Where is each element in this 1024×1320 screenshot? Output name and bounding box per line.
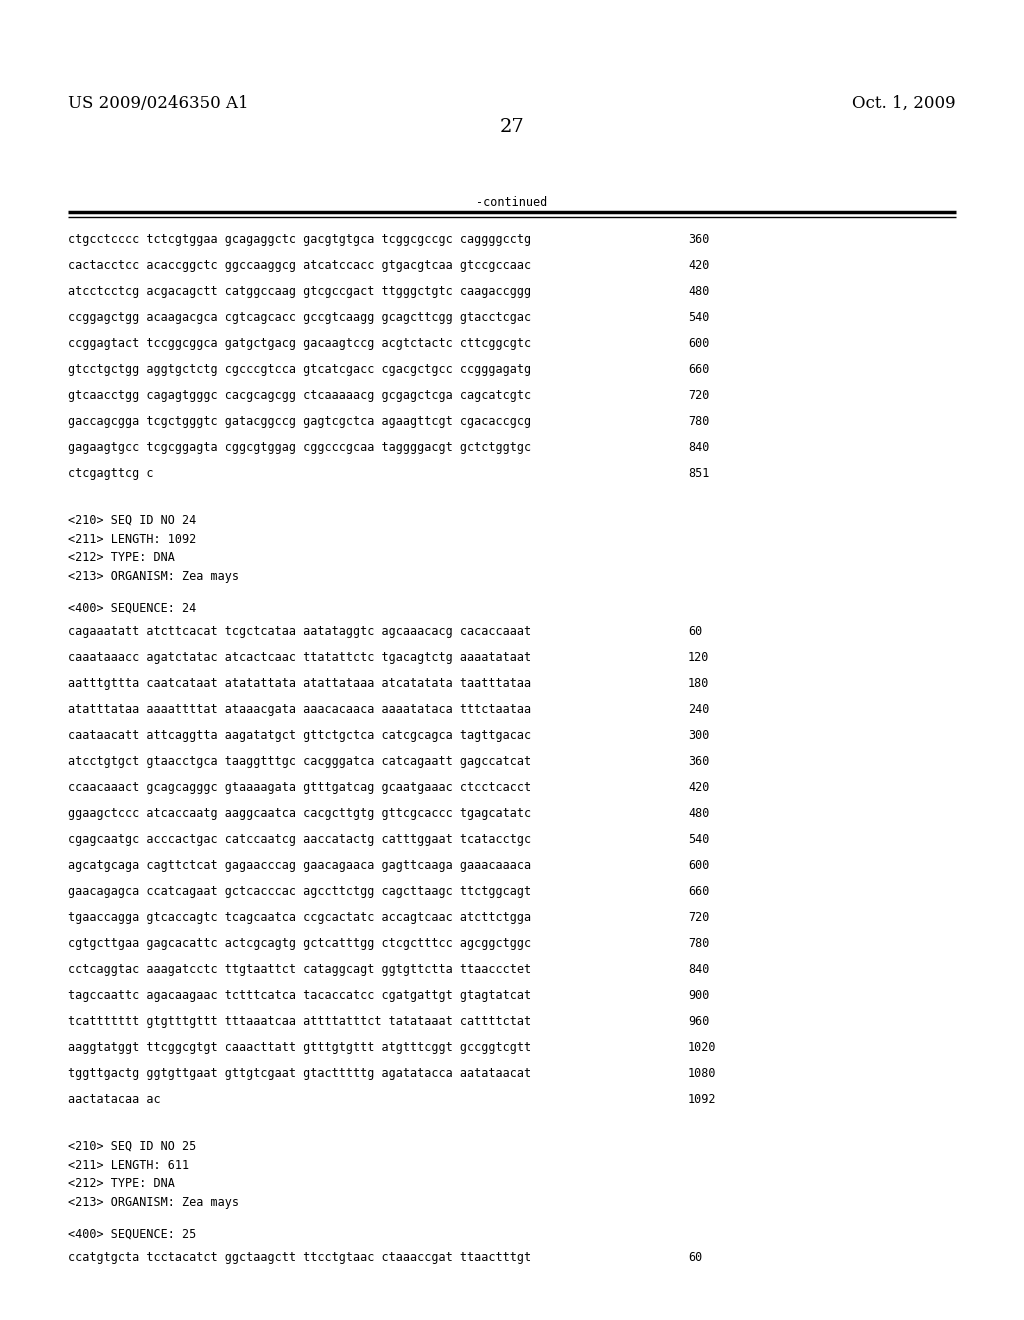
Text: caaataaacc agatctatac atcactcaac ttatattctc tgacagtctg aaaatataat: caaataaacc agatctatac atcactcaac ttatatt… xyxy=(68,651,531,664)
Text: 660: 660 xyxy=(688,886,710,898)
Text: 1020: 1020 xyxy=(688,1041,717,1055)
Text: aactatacaa ac: aactatacaa ac xyxy=(68,1093,161,1106)
Text: <211> LENGTH: 1092: <211> LENGTH: 1092 xyxy=(68,532,197,545)
Text: cagaaatatt atcttcacat tcgctcataa aatataggtc agcaaacacg cacaccaaat: cagaaatatt atcttcacat tcgctcataa aatatag… xyxy=(68,626,531,638)
Text: tagccaattc agacaagaac tctttcatca tacaccatcc cgatgattgt gtagtatcat: tagccaattc agacaagaac tctttcatca tacacca… xyxy=(68,989,531,1002)
Text: gaacagagca ccatcagaat gctcacccac agccttctgg cagcttaagc ttctggcagt: gaacagagca ccatcagaat gctcacccac agccttc… xyxy=(68,886,531,898)
Text: atcctcctcg acgacagctt catggccaag gtcgccgact ttgggctgtc caagaccggg: atcctcctcg acgacagctt catggccaag gtcgccg… xyxy=(68,285,531,298)
Text: aaggtatggt ttcggcgtgt caaacttatt gtttgtgttt atgtttcggt gccggtcgtt: aaggtatggt ttcggcgtgt caaacttatt gtttgtg… xyxy=(68,1041,531,1055)
Text: <212> TYPE: DNA: <212> TYPE: DNA xyxy=(68,552,175,564)
Text: <211> LENGTH: 611: <211> LENGTH: 611 xyxy=(68,1159,189,1172)
Text: 240: 240 xyxy=(688,704,710,715)
Text: 300: 300 xyxy=(688,729,710,742)
Text: <400> SEQUENCE: 24: <400> SEQUENCE: 24 xyxy=(68,602,197,615)
Text: ggaagctccc atcaccaatg aaggcaatca cacgcttgtg gttcgcaccc tgagcatatc: ggaagctccc atcaccaatg aaggcaatca cacgctt… xyxy=(68,807,531,820)
Text: cgtgcttgaa gagcacattc actcgcagtg gctcatttgg ctcgctttcc agcggctggc: cgtgcttgaa gagcacattc actcgcagtg gctcatt… xyxy=(68,937,531,950)
Text: gtcctgctgg aggtgctctg cgcccgtcca gtcatcgacc cgacgctgcc ccgggagatg: gtcctgctgg aggtgctctg cgcccgtcca gtcatcg… xyxy=(68,363,531,376)
Text: tgaaccagga gtcaccagtc tcagcaatca ccgcactatc accagtcaac atcttctgga: tgaaccagga gtcaccagtc tcagcaatca ccgcact… xyxy=(68,911,531,924)
Text: <213> ORGANISM: Zea mays: <213> ORGANISM: Zea mays xyxy=(68,570,239,583)
Text: tcattttttt gtgtttgttt tttaaatcaa attttatttct tatataaat cattttctat: tcattttttt gtgtttgttt tttaaatcaa attttat… xyxy=(68,1015,531,1028)
Text: cgagcaatgc acccactgac catccaatcg aaccatactg catttggaat tcatacctgc: cgagcaatgc acccactgac catccaatcg aaccata… xyxy=(68,833,531,846)
Text: 600: 600 xyxy=(688,337,710,350)
Text: agcatgcaga cagttctcat gagaacccag gaacagaaca gagttcaaga gaaacaaaca: agcatgcaga cagttctcat gagaacccag gaacaga… xyxy=(68,859,531,873)
Text: 420: 420 xyxy=(688,259,710,272)
Text: 1080: 1080 xyxy=(688,1067,717,1080)
Text: <213> ORGANISM: Zea mays: <213> ORGANISM: Zea mays xyxy=(68,1196,239,1209)
Text: ccggagctgg acaagacgca cgtcagcacc gccgtcaagg gcagcttcgg gtacctcgac: ccggagctgg acaagacgca cgtcagcacc gccgtca… xyxy=(68,312,531,323)
Text: cactacctcc acaccggctc ggccaaggcg atcatccacc gtgacgtcaa gtccgccaac: cactacctcc acaccggctc ggccaaggcg atcatcc… xyxy=(68,259,531,272)
Text: ctcgagttcg c: ctcgagttcg c xyxy=(68,467,154,480)
Text: 851: 851 xyxy=(688,467,710,480)
Text: -continued: -continued xyxy=(476,195,548,209)
Text: 480: 480 xyxy=(688,285,710,298)
Text: caataacatt attcaggtta aagatatgct gttctgctca catcgcagca tagttgacac: caataacatt attcaggtta aagatatgct gttctgc… xyxy=(68,729,531,742)
Text: 600: 600 xyxy=(688,859,710,873)
Text: <212> TYPE: DNA: <212> TYPE: DNA xyxy=(68,1177,175,1191)
Text: ccaacaaact gcagcagggc gtaaaagata gtttgatcag gcaatgaaac ctcctcacct: ccaacaaact gcagcagggc gtaaaagata gtttgat… xyxy=(68,781,531,795)
Text: 420: 420 xyxy=(688,781,710,795)
Text: 660: 660 xyxy=(688,363,710,376)
Text: 840: 840 xyxy=(688,964,710,975)
Text: 780: 780 xyxy=(688,937,710,950)
Text: gtcaacctgg cagagtgggc cacgcagcgg ctcaaaaacg gcgagctcga cagcatcgtc: gtcaacctgg cagagtgggc cacgcagcgg ctcaaaa… xyxy=(68,389,531,403)
Text: ctgcctcccc tctcgtggaa gcagaggctc gacgtgtgca tcggcgccgc caggggcctg: ctgcctcccc tctcgtggaa gcagaggctc gacgtgt… xyxy=(68,234,531,246)
Text: 540: 540 xyxy=(688,312,710,323)
Text: ccggagtact tccggcggca gatgctgacg gacaagtccg acgtctactc cttcggcgtc: ccggagtact tccggcggca gatgctgacg gacaagt… xyxy=(68,337,531,350)
Text: 120: 120 xyxy=(688,651,710,664)
Text: 360: 360 xyxy=(688,234,710,246)
Text: 180: 180 xyxy=(688,677,710,690)
Text: aatttgttta caatcataat atatattata atattataaa atcatatata taatttataa: aatttgttta caatcataat atatattata atattat… xyxy=(68,677,531,690)
Text: 720: 720 xyxy=(688,911,710,924)
Text: 720: 720 xyxy=(688,389,710,403)
Text: 840: 840 xyxy=(688,441,710,454)
Text: 60: 60 xyxy=(688,1251,702,1265)
Text: 360: 360 xyxy=(688,755,710,768)
Text: 27: 27 xyxy=(500,117,524,136)
Text: gaccagcgga tcgctgggtc gatacggccg gagtcgctca agaagttcgt cgacaccgcg: gaccagcgga tcgctgggtc gatacggccg gagtcgc… xyxy=(68,414,531,428)
Text: 780: 780 xyxy=(688,414,710,428)
Text: atatttataa aaaattttat ataaacgata aaacacaaca aaaatataca tttctaataa: atatttataa aaaattttat ataaacgata aaacaca… xyxy=(68,704,531,715)
Text: <210> SEQ ID NO 24: <210> SEQ ID NO 24 xyxy=(68,513,197,527)
Text: 60: 60 xyxy=(688,626,702,638)
Text: cctcaggtac aaagatcctc ttgtaattct cataggcagt ggtgttctta ttaaccctet: cctcaggtac aaagatcctc ttgtaattct cataggc… xyxy=(68,964,531,975)
Text: ccatgtgcta tcctacatct ggctaagctt ttcctgtaac ctaaaccgat ttaactttgt: ccatgtgcta tcctacatct ggctaagctt ttcctgt… xyxy=(68,1251,531,1265)
Text: atcctgtgct gtaacctgca taaggtttgc cacgggatca catcagaatt gagccatcat: atcctgtgct gtaacctgca taaggtttgc cacggga… xyxy=(68,755,531,768)
Text: gagaagtgcc tcgcggagta cggcgtggag cggcccgcaa taggggacgt gctctggtgc: gagaagtgcc tcgcggagta cggcgtggag cggcccg… xyxy=(68,441,531,454)
Text: <400> SEQUENCE: 25: <400> SEQUENCE: 25 xyxy=(68,1228,197,1241)
Text: <210> SEQ ID NO 25: <210> SEQ ID NO 25 xyxy=(68,1140,197,1152)
Text: 540: 540 xyxy=(688,833,710,846)
Text: 900: 900 xyxy=(688,989,710,1002)
Text: Oct. 1, 2009: Oct. 1, 2009 xyxy=(852,95,956,112)
Text: tggttgactg ggtgttgaat gttgtcgaat gtactttttg agatatacca aatataacat: tggttgactg ggtgttgaat gttgtcgaat gtacttt… xyxy=(68,1067,531,1080)
Text: 480: 480 xyxy=(688,807,710,820)
Text: 1092: 1092 xyxy=(688,1093,717,1106)
Text: US 2009/0246350 A1: US 2009/0246350 A1 xyxy=(68,95,249,112)
Text: 960: 960 xyxy=(688,1015,710,1028)
